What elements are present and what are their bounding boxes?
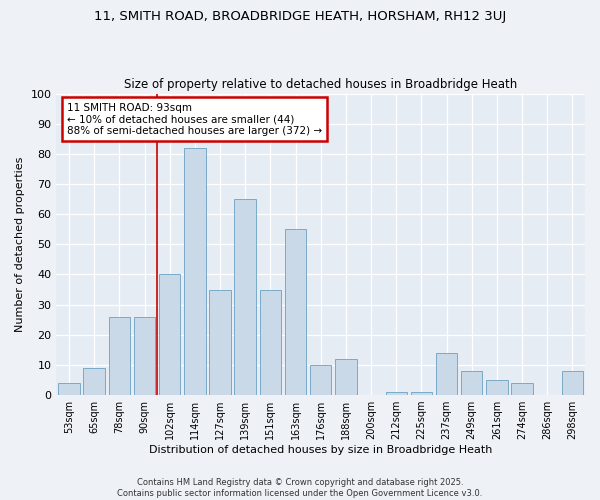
- Bar: [285, 229, 306, 395]
- Bar: [562, 371, 583, 395]
- Bar: [410, 392, 432, 395]
- Bar: [436, 353, 457, 395]
- X-axis label: Distribution of detached houses by size in Broadbridge Heath: Distribution of detached houses by size …: [149, 445, 493, 455]
- Bar: [109, 316, 130, 395]
- Bar: [386, 392, 407, 395]
- Bar: [184, 148, 206, 395]
- Title: Size of property relative to detached houses in Broadbridge Heath: Size of property relative to detached ho…: [124, 78, 517, 91]
- Bar: [486, 380, 508, 395]
- Text: Contains HM Land Registry data © Crown copyright and database right 2025.
Contai: Contains HM Land Registry data © Crown c…: [118, 478, 482, 498]
- Bar: [260, 290, 281, 395]
- Bar: [461, 371, 482, 395]
- Bar: [235, 199, 256, 395]
- Bar: [159, 274, 181, 395]
- Text: 11 SMITH ROAD: 93sqm
← 10% of detached houses are smaller (44)
88% of semi-detac: 11 SMITH ROAD: 93sqm ← 10% of detached h…: [67, 102, 322, 136]
- Bar: [310, 365, 331, 395]
- Bar: [511, 383, 533, 395]
- Bar: [134, 316, 155, 395]
- Bar: [209, 290, 231, 395]
- Text: 11, SMITH ROAD, BROADBRIDGE HEATH, HORSHAM, RH12 3UJ: 11, SMITH ROAD, BROADBRIDGE HEATH, HORSH…: [94, 10, 506, 23]
- Bar: [83, 368, 105, 395]
- Bar: [58, 383, 80, 395]
- Bar: [335, 359, 356, 395]
- Y-axis label: Number of detached properties: Number of detached properties: [15, 156, 25, 332]
